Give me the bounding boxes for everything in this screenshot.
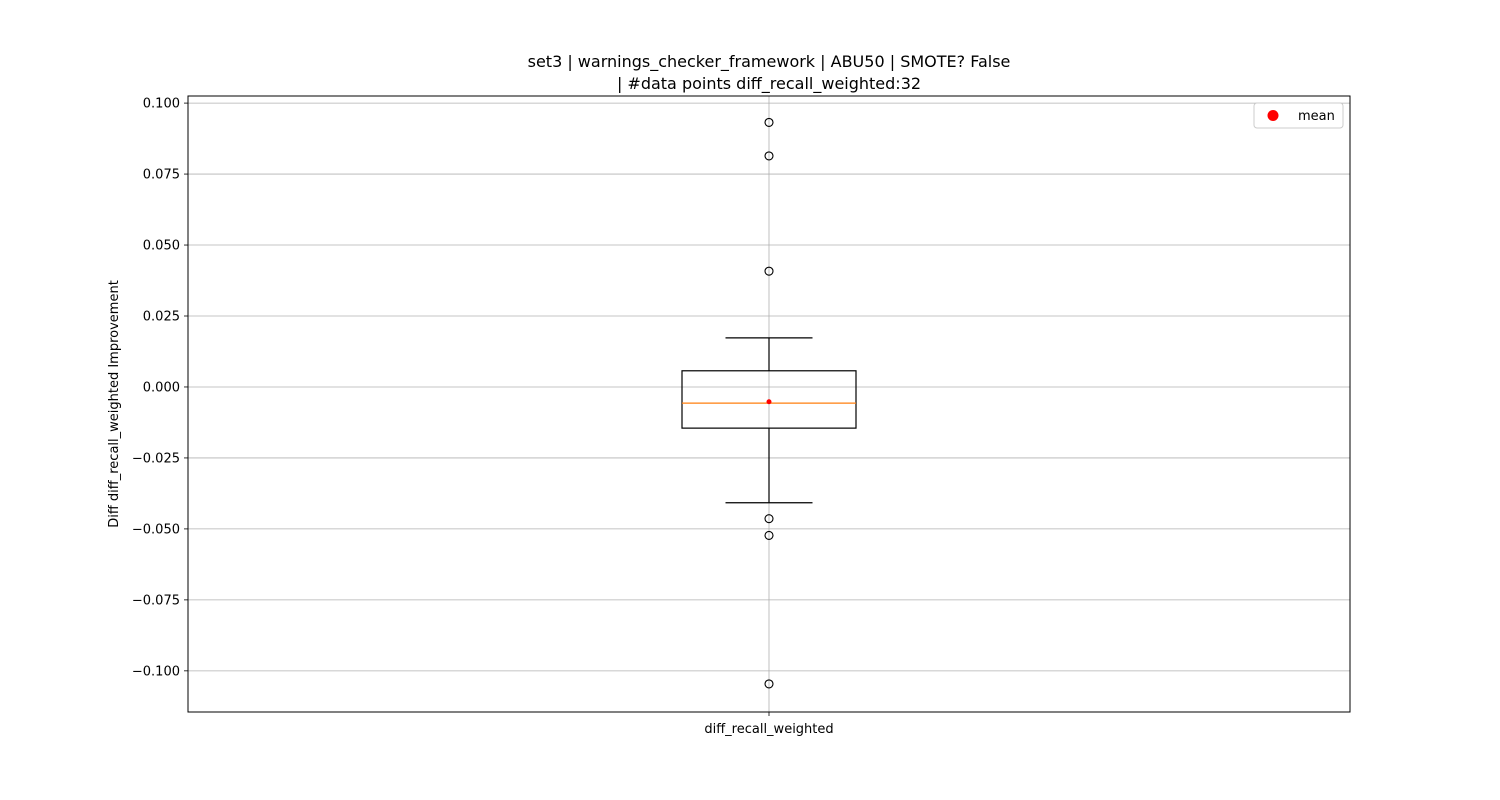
x-tick-label: diff_recall_weighted	[704, 722, 833, 737]
y-tick-label: 0.050	[143, 239, 180, 254]
y-tick-label: 0.000	[143, 380, 180, 395]
y-axis-ticks: 0.100 0.075 0.050 0.025 0.000 −0.025 −0.050 −0.…	[132, 97, 188, 679]
outlier-point	[764, 117, 774, 127]
outlier-point	[764, 530, 774, 540]
y-tick-label: −0.075	[132, 593, 180, 608]
y-tick-label: 0.025	[143, 310, 180, 325]
legend-mean-marker	[1267, 110, 1279, 121]
chart-title-line1: set3 | warnings_checker_framework | ABU5…	[528, 52, 1011, 72]
iqr-box	[681, 370, 857, 429]
box-plot	[681, 117, 857, 689]
legend: mean	[1253, 102, 1344, 129]
y-tick-label: 0.100	[143, 97, 180, 112]
y-tick-label: −0.100	[132, 664, 180, 679]
y-axis-label: Diff diff_recall_weighted Improvement	[107, 280, 122, 528]
outlier-point	[764, 151, 774, 161]
y-tick-label: 0.075	[143, 168, 180, 183]
outlier-point	[764, 679, 774, 689]
plot-area-frame	[187, 95, 1351, 713]
legend-frame	[1253, 102, 1344, 129]
outlier-point	[764, 514, 774, 524]
legend-mean-label: mean	[1298, 109, 1335, 124]
chart-title-line2: | #data points diff_recall_weighted:32	[617, 74, 921, 94]
y-tick-label: −0.025	[132, 451, 180, 466]
outlier-point	[764, 266, 774, 276]
x-axis-ticks: diff_recall_weighted	[704, 712, 834, 737]
mean-point	[766, 399, 772, 405]
y-tick-label: −0.050	[132, 522, 180, 537]
